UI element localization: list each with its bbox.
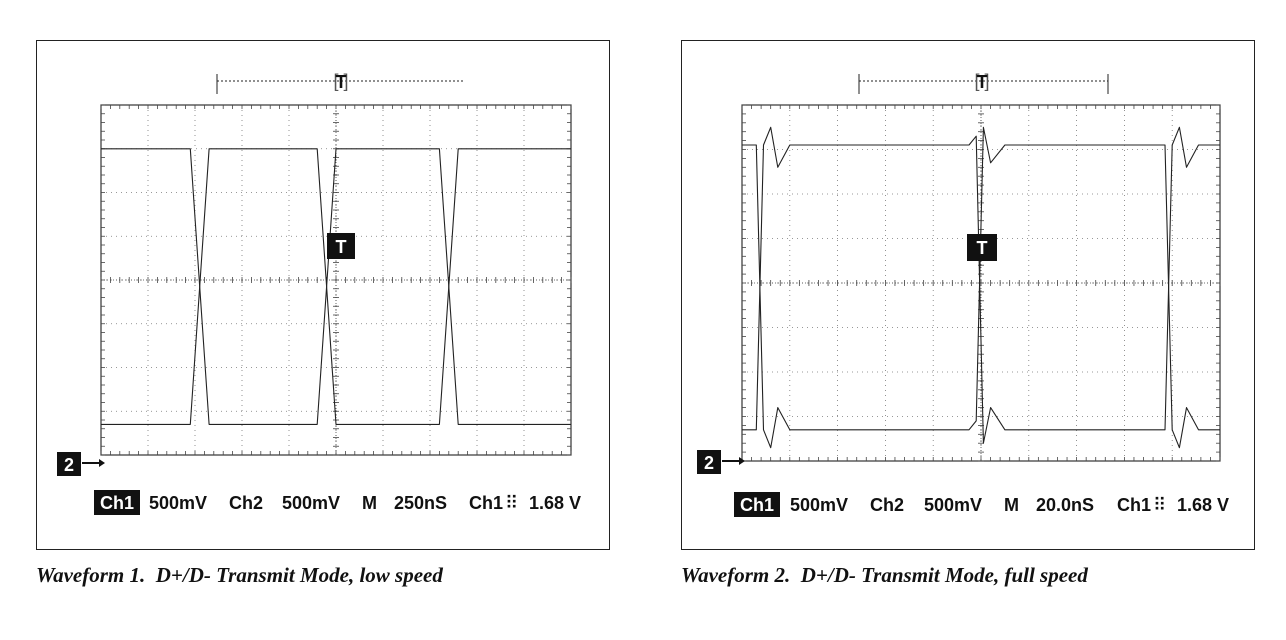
channel-2-label: 2 [704,453,714,473]
ch2-label: Ch2 [870,495,904,515]
waveform-2-caption: Waveform 2. D+/D- Transmit Mode, full sp… [681,563,1088,587]
waveform-1-scope: [ ] T T 2 Ch1 500mV Ch2 500mV M 250nS Ch… [57,71,581,515]
m-label: M [362,493,377,513]
trigger-marker: T [967,234,997,261]
channel-2-label: 2 [64,455,74,475]
trigger-level: 1.68 V [529,493,581,513]
waveform-2-panel: [ ] T T 2 Ch1 500mV Ch2 500mV M 20.0nS C… [681,40,1255,550]
ch1-scale: 500mV [149,493,207,513]
status-bar: Ch1 500mV Ch2 500mV M 250nS Ch1 ⠿ 1.68 V [94,490,581,515]
trigger-marker-label: T [336,237,347,257]
trace-2 [101,148,571,425]
waveform-1-panel: [ ] T T 2 Ch1 500mV Ch2 500mV M 250nS Ch… [36,40,610,550]
trigger-position-bracket: [ ] T [216,71,465,94]
timebase: 250nS [394,493,447,513]
bracket-trigger-label: T [977,72,988,92]
ch2-scale: 500mV [282,493,340,513]
trigger-source: Ch1 [1117,495,1151,515]
status-bar: Ch1 500mV Ch2 500mV M 20.0nS Ch1 ⠿ 1.68 … [734,492,1229,517]
trace-group [101,148,571,425]
m-label: M [1004,495,1019,515]
trace-1 [742,126,1220,449]
graticule [100,104,572,456]
waveform-2-scope: [ ] T T 2 Ch1 500mV Ch2 500mV M 20.0nS C… [697,71,1229,517]
waveform-1-caption: Waveform 1. D+/D- Transmit Mode, low spe… [36,563,443,587]
svg-text:[ ]: [ ] [974,71,989,91]
trigger-level: 1.68 V [1177,495,1229,515]
timebase: 20.0nS [1036,495,1094,515]
channel-2-marker: 2 [57,452,105,476]
trace-group [742,126,1220,449]
ch1-scale: 500mV [790,495,848,515]
trace-2 [742,126,1220,444]
ch2-label: Ch2 [229,493,263,513]
ch2-scale: 500mV [924,495,982,515]
rising-edge-icon: ⠿ [505,493,518,513]
channel-2-marker: 2 [697,450,745,474]
svg-text:[ ]: [ ] [333,71,348,91]
trigger-marker: T [327,233,355,259]
bracket-trigger-label: T [336,72,347,92]
rising-edge-icon: ⠿ [1153,495,1166,515]
ch1-badge: Ch1 [100,493,134,513]
graticule [741,104,1221,462]
trigger-source: Ch1 [469,493,503,513]
ch1-badge: Ch1 [740,495,774,515]
trigger-position-bracket: [ ] T [858,71,1109,94]
trigger-marker-label: T [977,238,988,258]
